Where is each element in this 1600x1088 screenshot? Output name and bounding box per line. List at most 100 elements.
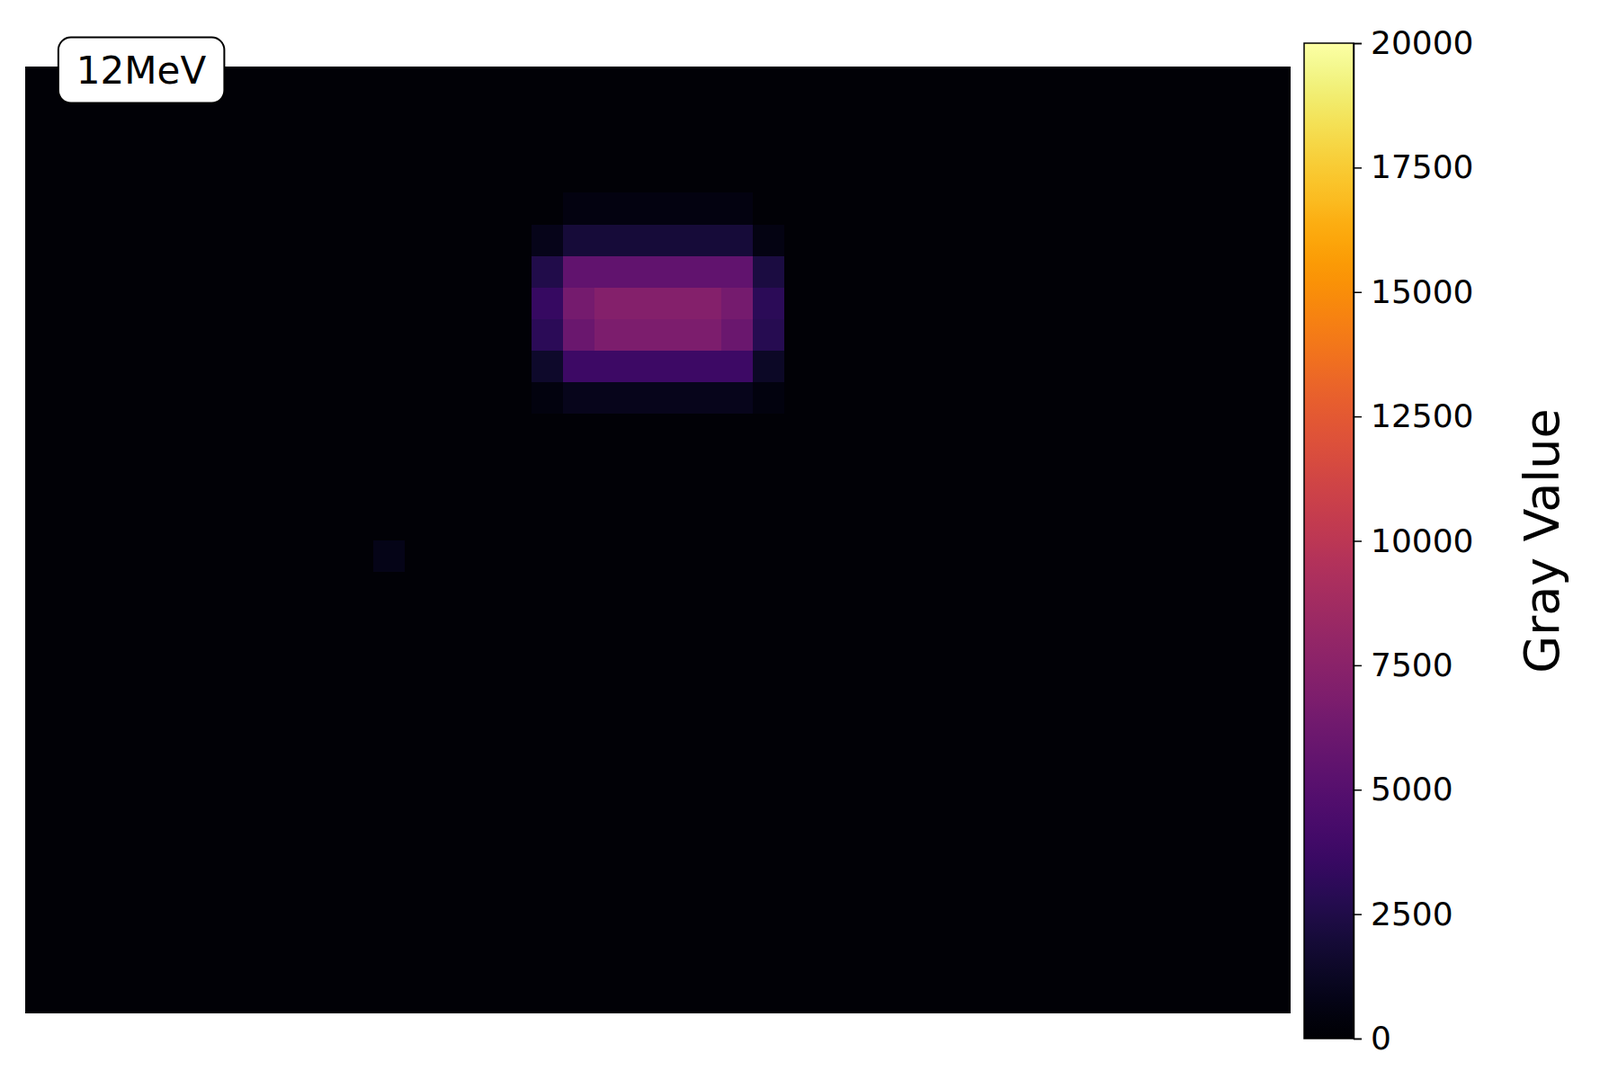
heatmap-cell xyxy=(594,224,627,258)
heatmap-cell xyxy=(500,160,533,194)
heatmap-cell xyxy=(1163,856,1197,889)
heatmap-cell xyxy=(911,760,944,794)
heatmap-cell xyxy=(1100,319,1134,352)
heatmap-cell xyxy=(277,382,311,415)
heatmap-cell xyxy=(151,856,185,889)
heatmap-cell xyxy=(1195,224,1228,258)
heatmap-cell xyxy=(1195,572,1228,605)
heatmap-cell xyxy=(689,160,723,194)
heatmap-cell xyxy=(1100,287,1134,321)
heatmap-cell xyxy=(277,603,311,636)
heatmap-cell xyxy=(974,982,1007,1014)
heatmap-cell xyxy=(689,382,723,415)
heatmap-cell xyxy=(1037,287,1071,321)
heatmap-cell xyxy=(373,634,406,668)
heatmap-cell xyxy=(1195,792,1228,825)
heatmap-cell xyxy=(1132,319,1165,352)
heatmap-cell xyxy=(56,634,90,668)
heatmap-cell xyxy=(942,224,975,258)
heatmap-cell xyxy=(721,192,754,225)
heatmap-cell xyxy=(25,256,58,289)
heatmap-cell xyxy=(1100,634,1134,668)
heatmap-cell xyxy=(120,760,153,794)
heatmap-cell xyxy=(373,950,406,984)
heatmap-cell xyxy=(246,160,279,194)
heatmap-cell xyxy=(1163,160,1197,194)
heatmap-cell xyxy=(1163,66,1197,99)
heatmap-cell xyxy=(721,476,754,510)
heatmap-cell xyxy=(815,540,849,573)
heatmap-cell xyxy=(815,856,849,889)
heatmap-cell xyxy=(658,887,691,921)
heatmap-cell xyxy=(404,572,438,605)
heatmap-cell xyxy=(658,634,691,668)
colorbar-tick-mark xyxy=(1353,540,1362,543)
heatmap-cell xyxy=(848,572,881,605)
heatmap-cell xyxy=(436,319,469,352)
heatmap-cell xyxy=(563,160,596,194)
heatmap-cell xyxy=(88,256,121,289)
heatmap-cell xyxy=(120,823,153,857)
heatmap-cell xyxy=(310,634,343,668)
heatmap-cell xyxy=(1005,160,1038,194)
heatmap-cell xyxy=(1259,634,1291,668)
heatmap-cell xyxy=(1005,98,1038,131)
heatmap-cell xyxy=(151,256,185,289)
heatmap-cell xyxy=(531,572,564,605)
heatmap-cell xyxy=(1100,256,1134,289)
heatmap-cell xyxy=(404,413,438,447)
heatmap-cell xyxy=(721,129,754,162)
heatmap-cell xyxy=(120,160,153,194)
heatmap-cell xyxy=(500,823,533,857)
heatmap-cell xyxy=(689,919,723,952)
heatmap-cell xyxy=(848,792,881,825)
heatmap-cell xyxy=(1132,919,1165,952)
heatmap-cell xyxy=(373,540,406,573)
heatmap-cell xyxy=(879,856,912,889)
heatmap-cell xyxy=(721,603,754,636)
heatmap-cell xyxy=(120,919,153,952)
heatmap-cell xyxy=(815,508,849,541)
heatmap-cell xyxy=(594,319,627,352)
heatmap-cell xyxy=(1100,950,1134,984)
heatmap-cell xyxy=(151,697,185,731)
heatmap-cell xyxy=(625,540,659,573)
heatmap-cell xyxy=(310,697,343,731)
heatmap-cell xyxy=(436,823,469,857)
heatmap-cell xyxy=(1132,129,1165,162)
heatmap-cell xyxy=(246,129,279,162)
heatmap-cell xyxy=(658,160,691,194)
heatmap-cell xyxy=(1132,856,1165,889)
heatmap-cell xyxy=(974,287,1007,321)
heatmap-cell xyxy=(214,413,248,447)
chart: 02500500075001000012500150001750020000Gr… xyxy=(0,0,1600,1088)
heatmap-cell xyxy=(942,540,975,573)
heatmap-cell xyxy=(942,192,975,225)
heatmap-cell xyxy=(1259,760,1291,794)
heatmap-cell xyxy=(563,634,596,668)
heatmap-cell xyxy=(974,445,1007,478)
heatmap-cell xyxy=(1132,66,1165,99)
heatmap-cell xyxy=(658,697,691,731)
heatmap-cell xyxy=(183,919,216,952)
heatmap-cell xyxy=(310,445,343,478)
heatmap-cell xyxy=(1259,572,1291,605)
heatmap-cell xyxy=(1069,666,1102,699)
heatmap-cell xyxy=(1259,256,1291,289)
heatmap-cell xyxy=(277,319,311,352)
heatmap-cell xyxy=(911,129,944,162)
heatmap-cell xyxy=(1163,129,1197,162)
heatmap-cell xyxy=(310,129,343,162)
heatmap-cell xyxy=(467,413,501,447)
heatmap-cell xyxy=(467,66,501,99)
heatmap-cell xyxy=(341,413,375,447)
heatmap-cell xyxy=(942,66,975,99)
heatmap-cell xyxy=(214,98,248,131)
heatmap-cell xyxy=(1195,256,1228,289)
heatmap-cell xyxy=(436,950,469,984)
heatmap-cell xyxy=(911,823,944,857)
heatmap-cell xyxy=(467,919,501,952)
heatmap-cell xyxy=(500,508,533,541)
heatmap-cell xyxy=(1195,666,1228,699)
heatmap-cell xyxy=(214,540,248,573)
